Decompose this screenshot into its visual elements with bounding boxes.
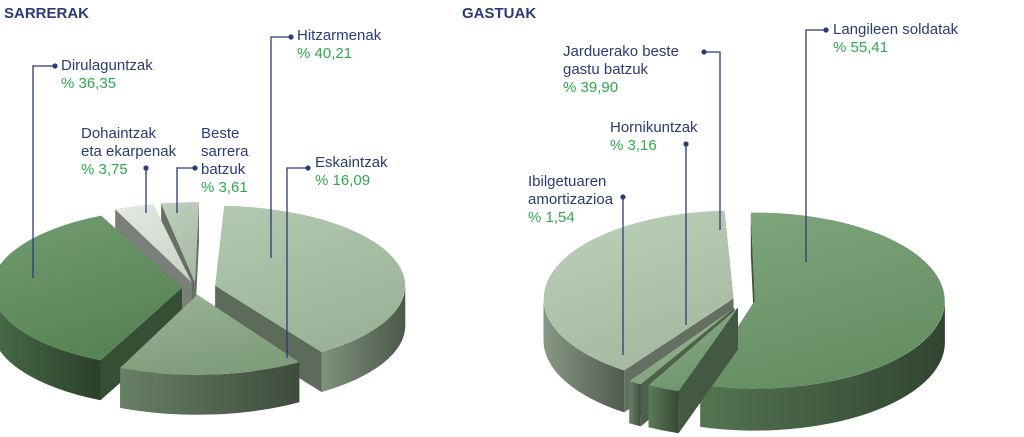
pie-slice-rim-hornikuntzak-0: [648, 385, 679, 434]
chart-gastuak: GASTUAK Langileen soldatak % 55,41 Jardu…: [462, 5, 959, 434]
leader-line-eskaintzak: [286, 167, 308, 358]
leader-dot-langileen: [823, 27, 829, 33]
pie-slice-rim-hitzarmenak-0: [321, 285, 406, 392]
slice-value-hornikuntzak: % 3,16: [610, 137, 657, 154]
pie-slice-wall-beste-sarrera-batzuk-1: [194, 202, 199, 323]
slice-value-eskaintzak: % 16,09: [315, 172, 370, 189]
pie-slice-rim-langileen-soldatak-0: [700, 300, 945, 431]
pie-slice-rim-jarduerako-beste-gastu-batzuk-0: [543, 298, 625, 413]
callout-hornikuntzak: Hornikuntzak % 3,16: [610, 119, 698, 325]
leader-line-beste-sarrera: [176, 167, 195, 213]
pie-slice-rim-dirulaguntzak-0: [0, 310, 101, 401]
slice-value-jarduerako: % 39,90: [563, 79, 618, 96]
slice-value-hitzarmenak: % 40,21: [297, 45, 352, 62]
slice-label-beste-sarrera-1: Beste: [201, 125, 239, 142]
leader-line-dirulaguntzak: [32, 65, 55, 278]
chart-title-gastuak: GASTUAK: [462, 5, 536, 22]
slice-label-ibilgetuaren-1: Ibilgetuaren: [528, 173, 606, 190]
slice-value-beste-sarrera: % 3,61: [201, 179, 248, 196]
leader-dot-dohaintzak: [143, 165, 149, 171]
pie-slice-top-beste-sarrera-batzuk: [161, 202, 199, 283]
slice-label-dohaintzak-2: eta ekarpenak: [81, 143, 177, 160]
pie-slice-top-langileen-soldatak: [700, 212, 945, 389]
slice-value-dirulaguntzak: % 36,35: [61, 75, 116, 92]
slice-value-dohaintzak: % 3,75: [81, 161, 128, 178]
pie-slice-top-eskaintzak: [120, 294, 300, 375]
leader-line-jarduerako: [704, 51, 721, 230]
leader-dot-eskaintzak: [305, 165, 311, 171]
slice-label-hornikuntzak: Hornikuntzak: [610, 119, 698, 136]
callout-langileen-soldatak: Langileen soldatak % 55,41: [805, 21, 959, 262]
pie-slice-top-ibilgetuaren-amortizazioa: [629, 307, 735, 385]
slice-label-eskaintzak: Eskaintzak: [315, 154, 388, 171]
slice-label-dirulaguntzak: Dirulaguntzak: [61, 57, 153, 74]
callout-eskaintzak: Eskaintzak % 16,09: [286, 154, 388, 358]
slice-label-ibilgetuaren-2: amortizazioa: [528, 191, 614, 208]
pie-slice-rim-eskaintzak-0: [120, 362, 300, 415]
slice-label-jarduerako-2: gastu batzuk: [563, 61, 649, 78]
leader-dot-dirulaguntzak: [52, 63, 58, 69]
pie-slice-rim-ibilgetuaren-amortizazioa-0: [629, 381, 641, 427]
leader-dot-beste-sarrera: [192, 165, 198, 171]
callout-ibilgetuaren: Ibilgetuaren amortizazioa % 1,54: [528, 173, 626, 355]
slice-label-hitzarmenak: Hitzarmenak: [297, 27, 382, 44]
callout-beste-sarrera: Beste sarrera batzuk % 3,61: [176, 125, 249, 213]
slice-label-langileen: Langileen soldatak: [833, 21, 959, 38]
pie-slice-top-hitzarmenak: [215, 205, 406, 352]
callout-dirulaguntzak: Dirulaguntzak % 36,35: [32, 57, 153, 278]
slice-value-ibilgetuaren: % 1,54: [528, 209, 575, 226]
slice-label-beste-sarrera-2: sarrera: [201, 143, 249, 160]
leader-dot-hitzarmenak: [288, 34, 294, 40]
slice-value-langileen: % 55,41: [833, 39, 888, 56]
chart-sarrerak: SARRERAK Hitzarmenak % 40,21 Eskaintzak …: [0, 5, 406, 415]
slice-label-dohaintzak-1: Dohaintzak: [81, 125, 157, 142]
pie-slice-hornikuntzak: [648, 307, 738, 434]
pie-slice-top-hornikuntzak: [648, 307, 738, 392]
slice-label-beste-sarrera-3: batzuk: [201, 161, 246, 178]
leader-line-langileen: [805, 29, 826, 262]
callout-hitzarmenak: Hitzarmenak % 40,21: [270, 27, 382, 258]
leader-dot-hornikuntzak: [683, 141, 689, 147]
leader-dot-jarduerako: [701, 49, 707, 55]
pie-sarrerak: [0, 202, 406, 415]
leader-dot-ibilgetuaren: [620, 194, 626, 200]
pie-gastuak: [543, 210, 945, 434]
callout-dohaintzak: Dohaintzak eta ekarpenak % 3,75: [81, 125, 177, 213]
pie-slice-eskaintzak: [120, 294, 300, 415]
pie-slice-top-dirulaguntzak: [0, 215, 182, 361]
chart-title-sarrerak: SARRERAK: [4, 5, 89, 22]
leader-line-hitzarmenak: [270, 36, 291, 258]
callout-jarduerako: Jarduerako beste gastu batzuk % 39,90: [563, 43, 721, 230]
slice-label-jarduerako-1: Jarduerako beste: [563, 43, 679, 60]
pie-slice-top-dohaintzak-eta-ekarpenak: [115, 204, 192, 283]
